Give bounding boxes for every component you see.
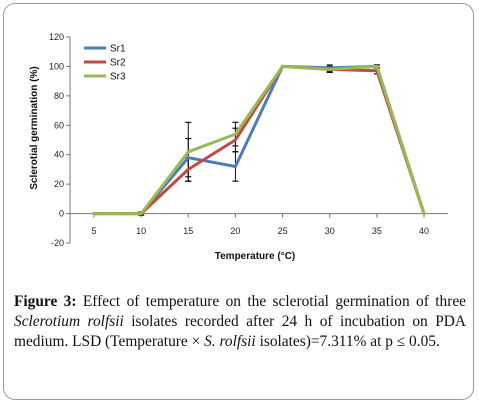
y-tick-label: 60: [54, 120, 64, 130]
y-tick-label: 80: [54, 91, 64, 101]
legend-label-sr3: Sr3: [110, 72, 126, 83]
series-line-sr1: [92, 64, 426, 216]
error-bars: [138, 64, 380, 216]
y-tick-label: -20: [51, 238, 64, 248]
y-tick-label: 20: [54, 179, 64, 189]
y-tick-label: 0: [59, 209, 64, 219]
chart-axes: -20 0 20 40 60 80 100 120 5 10 15 20 25 30 35 40: [49, 32, 448, 248]
x-axis-title: Temperature (°C): [215, 251, 296, 262]
line-chart: -20 0 20 40 60 80 100 120 5 10 15 20 25 30 35 40 Sr1 Sr2…: [29, 32, 448, 262]
chart-legend: Sr1 Sr2 Sr3: [84, 44, 126, 83]
legend-label-sr2: Sr2: [110, 58, 126, 69]
series-line-sr2: [92, 64, 426, 216]
y-tick-label: 120: [49, 32, 64, 42]
x-tick-label: 35: [372, 226, 382, 236]
caption-text-1: Effect of temperature on the sclerotial …: [76, 293, 466, 310]
figure-caption: Figure 3: Effect of temperature on the s…: [14, 292, 466, 352]
x-tick-label: 40: [419, 226, 429, 236]
x-tick-label: 5: [91, 226, 96, 236]
caption-text-2: isolates recorded after 24 h of incubati…: [14, 313, 466, 350]
y-tick-label: 100: [49, 61, 64, 71]
legend-label-sr1: Sr1: [110, 44, 126, 55]
figure-frame: [3, 3, 474, 400]
caption-label: Figure 3:: [14, 293, 77, 310]
x-tick-label: 25: [278, 226, 288, 236]
series-lines: [92, 64, 426, 216]
x-tick-label: 30: [325, 226, 335, 236]
x-tick-label: 15: [183, 226, 193, 236]
x-tick-label: 20: [230, 226, 240, 236]
caption-species: Sclerotium rolfsii: [14, 313, 124, 330]
caption-species-abbr: S. rolfsii: [204, 333, 256, 350]
series-line-sr3: [92, 64, 426, 216]
caption-text-3: isolates)=7.311% at p ≤ 0.05.: [255, 333, 440, 350]
y-axis-title: Sclerotial germination (%): [29, 66, 40, 189]
x-tick-label: 10: [136, 226, 146, 236]
y-tick-label: 40: [54, 150, 64, 160]
